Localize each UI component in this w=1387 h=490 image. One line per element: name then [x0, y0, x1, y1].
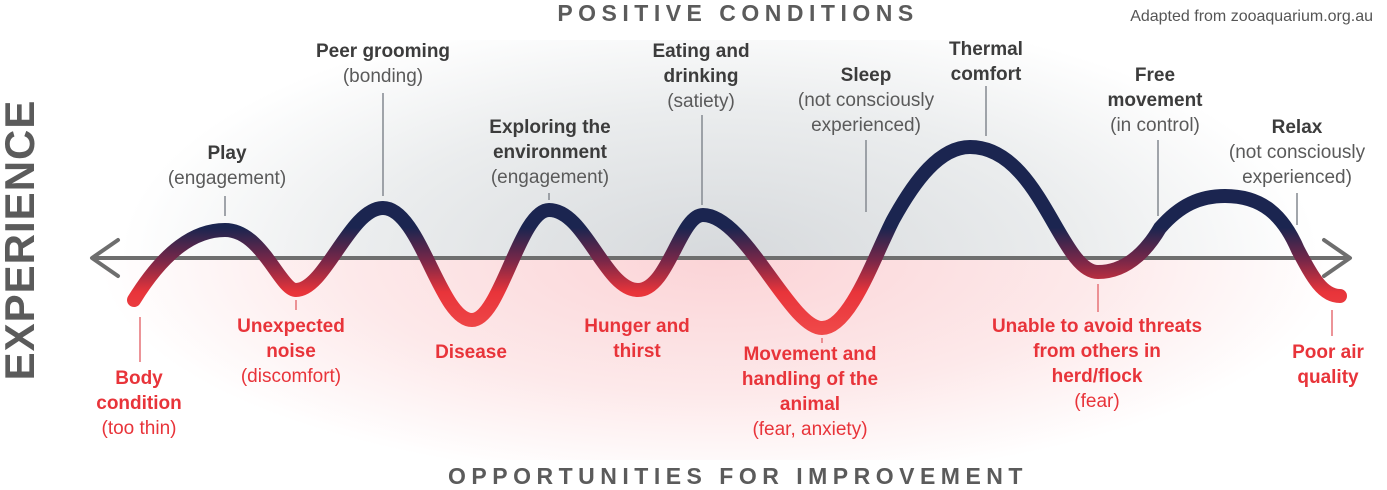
label-body-condition-title: Body condition: [96, 368, 182, 414]
label-exploring-title: Exploring the environment: [489, 117, 611, 163]
label-relax-sub: (not consciously experienced): [1228, 142, 1366, 188]
label-unable-avoid-threats-title: Unable to avoid threats from others in h…: [991, 316, 1203, 387]
label-play: Play (engagement): [168, 141, 286, 191]
label-unexpected-noise-sub: (discomfort): [240, 366, 342, 387]
label-body-condition: Body condition (too thin): [74, 366, 204, 441]
label-sleep: Sleep (not consciously experienced): [776, 63, 956, 138]
label-hunger-thirst: Hunger and thirst: [577, 314, 697, 364]
label-relax-title: Relax: [1271, 117, 1323, 138]
label-movement-handling: Movement and handling of the animal (fea…: [730, 342, 890, 442]
label-eating-drinking-title: Eating and drinking: [652, 41, 750, 87]
label-hunger-thirst-title: Hunger and thirst: [584, 316, 690, 362]
label-exploring-sub: (engagement): [490, 167, 610, 188]
experience-wave: [127, 140, 1347, 335]
label-poor-air-quality: Poor air quality: [1283, 340, 1373, 390]
heading-opportunities: OPPORTUNITIES FOR IMPROVEMENT: [448, 463, 1028, 489]
label-disease-title: Disease: [435, 342, 507, 363]
label-peer-grooming-sub: (bonding): [342, 66, 424, 87]
label-unexpected-noise: Unexpected noise (discomfort): [221, 314, 361, 389]
label-play-sub: (engagement): [167, 168, 287, 189]
label-peer-grooming: Peer grooming (bonding): [316, 39, 450, 89]
source-note: Adapted from zooaquarium.org.au: [1130, 8, 1373, 25]
label-exploring: Exploring the environment (engagement): [470, 115, 630, 190]
label-unable-avoid-threats: Unable to avoid threats from others in h…: [990, 314, 1205, 414]
label-free-movement: Free movement (in control): [1090, 63, 1220, 138]
heading-positive-conditions: POSITIVE CONDITIONS: [557, 0, 919, 26]
label-movement-handling-sub: (fear, anxiety): [752, 419, 868, 440]
axis-arrow-right-icon: [1322, 238, 1352, 278]
label-sleep-sub: (not consciously experienced): [797, 90, 935, 136]
axis-title-experience: EXPERIENCE: [0, 99, 43, 381]
label-poor-air-quality-title: Poor air quality: [1292, 342, 1364, 388]
label-free-movement-sub: (in control): [1110, 115, 1200, 136]
label-sleep-title: Sleep: [840, 65, 892, 86]
label-free-movement-title: Free movement: [1107, 65, 1203, 111]
label-peer-grooming-title: Peer grooming: [315, 41, 451, 62]
label-eating-drinking: Eating and drinking (satiety): [641, 39, 761, 114]
axis-arrow-left-icon: [90, 238, 120, 278]
label-unable-avoid-threats-sub: (fear): [1074, 391, 1120, 412]
label-eating-drinking-sub: (satiety): [667, 91, 735, 112]
label-disease: Disease: [435, 340, 507, 365]
label-movement-handling-title: Movement and handling of the animal: [741, 344, 879, 415]
label-relax: Relax (not consciously experienced): [1210, 115, 1385, 190]
label-thermal-comfort: Thermal comfort: [931, 37, 1041, 87]
label-play-title: Play: [207, 143, 247, 164]
label-unexpected-noise-title: Unexpected noise: [237, 316, 345, 362]
label-leader-lines: [139, 86, 1333, 362]
label-body-condition-sub: (too thin): [101, 418, 177, 439]
label-thermal-comfort-title: Thermal comfort: [949, 39, 1023, 85]
